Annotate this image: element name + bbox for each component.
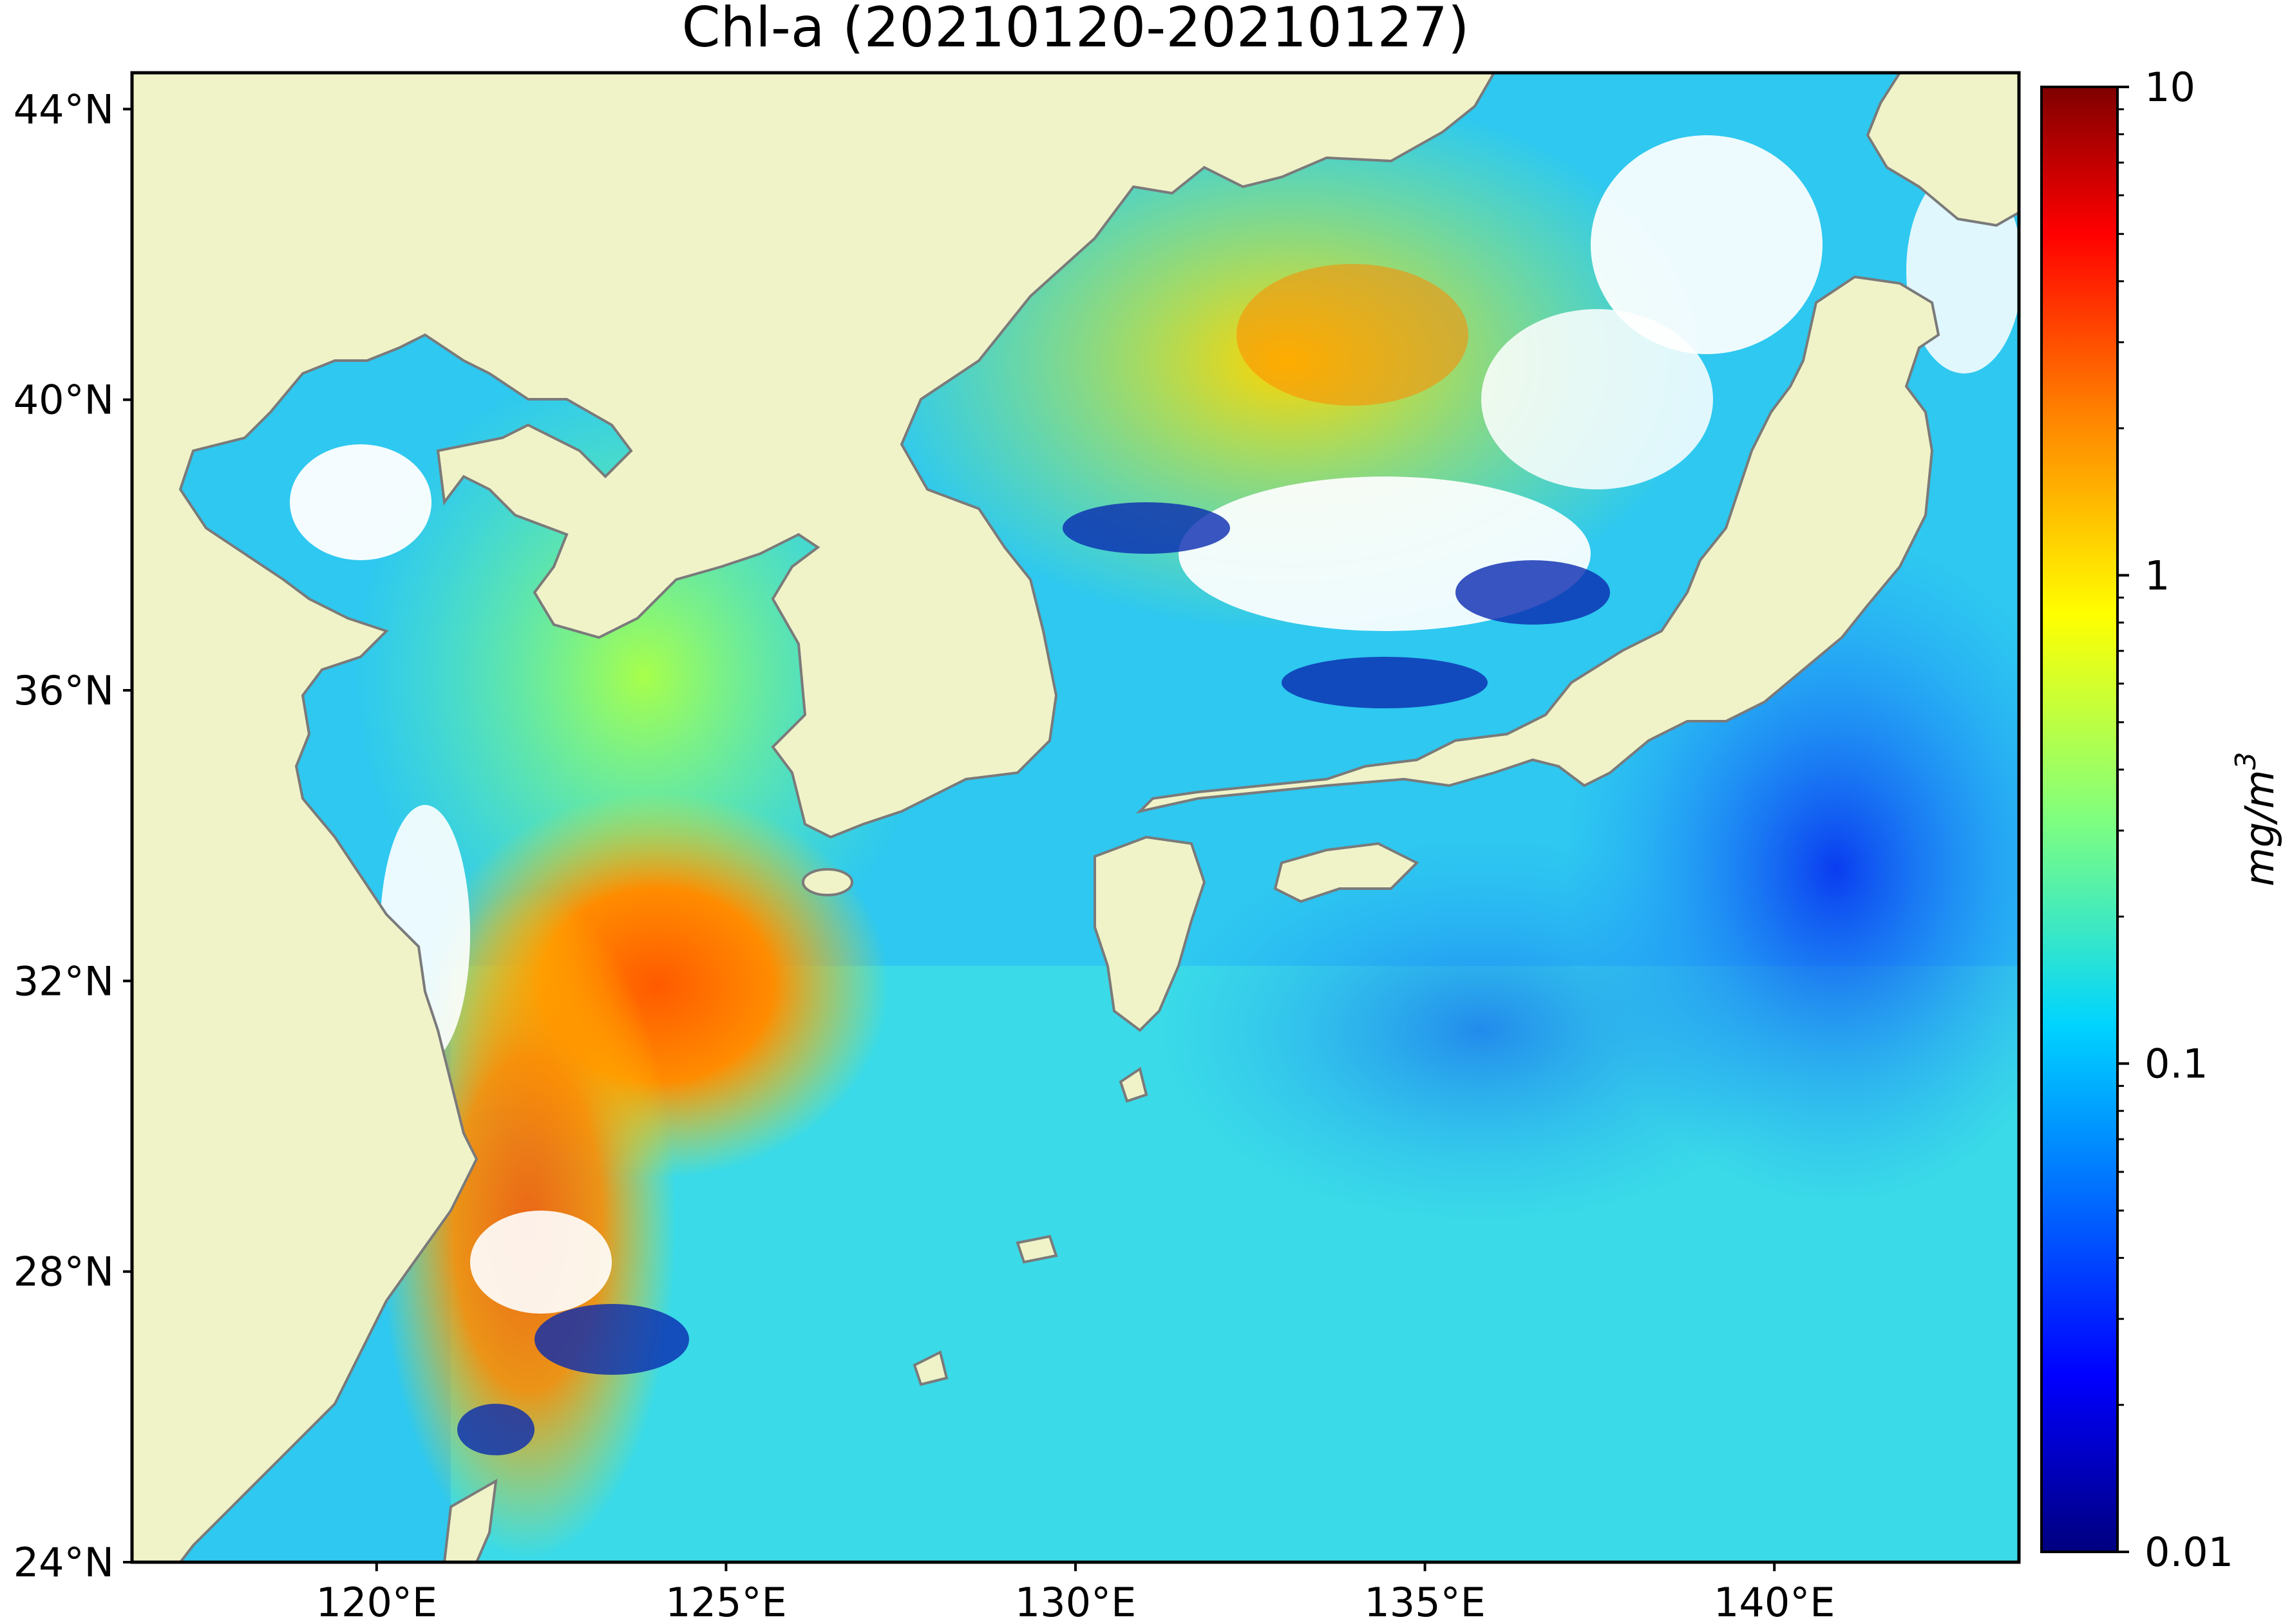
longitude-axis: 120°E 125°E 130°E 135°E 140°E bbox=[316, 1562, 1835, 1624]
colorbar-tick-label: 10 bbox=[2145, 64, 2195, 111]
lat-tick-label: 44°N bbox=[14, 86, 114, 133]
lon-tick-label: 140°E bbox=[1714, 1579, 1835, 1624]
land-kyushu bbox=[1094, 835, 1206, 1032]
colorbar-tick-label: 0.01 bbox=[2145, 1529, 2233, 1576]
land bbox=[132, 73, 2019, 1562]
lat-tick-label: 24°N bbox=[14, 1539, 114, 1586]
colorbar-gradient bbox=[2041, 87, 2117, 1552]
lon-tick-label: 120°E bbox=[316, 1579, 438, 1624]
land-hokkaido bbox=[1866, 73, 2019, 227]
land-asia-mainland bbox=[132, 73, 1496, 1562]
lat-tick-label: 40°N bbox=[14, 377, 114, 424]
land-jeju bbox=[802, 868, 853, 896]
map-panel bbox=[132, 73, 2019, 1562]
map-title: Chl-a (20210120-20210127) bbox=[681, 0, 1469, 60]
colorbar-frame bbox=[2040, 86, 2119, 1553]
low-chl-patches bbox=[457, 502, 1610, 1455]
land-taiwan bbox=[442, 1478, 498, 1562]
lat-tick-label: 36°N bbox=[14, 667, 114, 714]
lon-tick-label: 135°E bbox=[1364, 1579, 1486, 1624]
colorbar-label: mg/m3 bbox=[2230, 751, 2283, 886]
colorbar-ticks: 10 1 0.1 0.01 bbox=[2117, 64, 2233, 1576]
lat-tick-label: 32°N bbox=[14, 958, 114, 1005]
colorbar-tick-label: 1 bbox=[2145, 552, 2170, 599]
latitude-axis: 44°N 40°N 36°N 32°N 28°N 24°N bbox=[14, 86, 132, 1586]
lon-tick-label: 130°E bbox=[1015, 1579, 1137, 1624]
lon-tick-label: 125°E bbox=[665, 1579, 787, 1624]
colorbar: 10 1 0.1 0.01 mg/m3 bbox=[2040, 64, 2283, 1576]
land-shikoku bbox=[1273, 842, 1419, 903]
colorbar-tick-label: 0.1 bbox=[2145, 1041, 2208, 1088]
land-ryukyu bbox=[1016, 1234, 1058, 1264]
lat-tick-label: 28°N bbox=[14, 1249, 114, 1296]
land-honshu bbox=[1135, 275, 1940, 814]
